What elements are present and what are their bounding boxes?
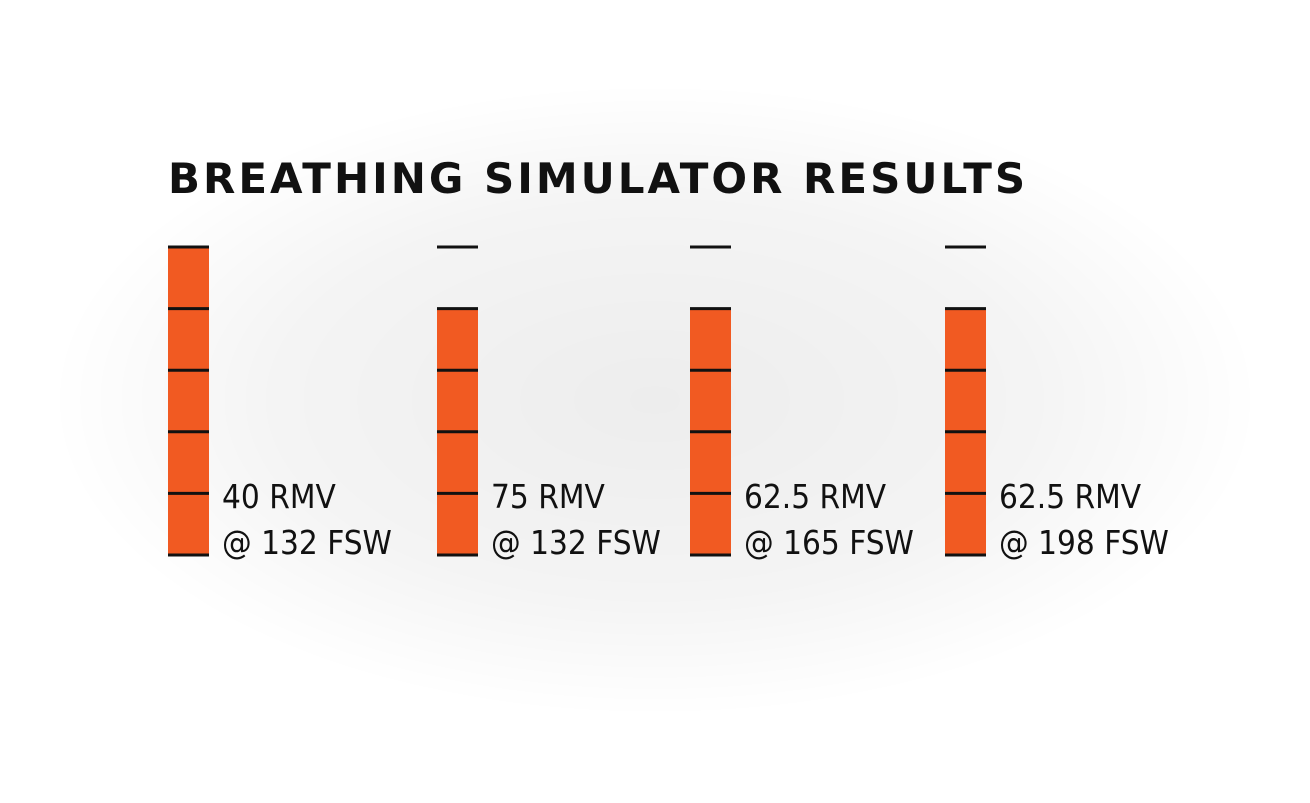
bar-group-1: 40 RMV @ 132 FSW bbox=[168, 245, 392, 562]
bar-3-label-line1: 62.5 RMV bbox=[744, 477, 887, 516]
bar-group-4: 62.5 RMV @ 198 FSW bbox=[945, 245, 1169, 562]
bar-4-label-line1: 62.5 RMV bbox=[999, 477, 1142, 516]
bar-group-3: 62.5 RMV @ 165 FSW bbox=[690, 245, 914, 562]
bar-3-label-line2: @ 165 FSW bbox=[744, 523, 914, 562]
bar-2-label-line1: 75 RMV bbox=[491, 477, 605, 516]
bars-layer: 40 RMV @ 132 FSW 75 RMV @ 132 FSW 62.5 RMV @ … bbox=[168, 245, 1169, 562]
bar-1 bbox=[168, 247, 209, 555]
chart-title: BREATHING SIMULATOR RESULTS bbox=[168, 154, 1029, 203]
bar-4-label-line2: @ 198 FSW bbox=[999, 523, 1169, 562]
bar-group-2: 75 RMV @ 132 FSW bbox=[437, 245, 661, 562]
bar-2-label-line2: @ 132 FSW bbox=[491, 523, 661, 562]
bar-1-label-line1: 40 RMV bbox=[222, 477, 336, 516]
bar-1-label-line2: @ 132 FSW bbox=[222, 523, 392, 562]
background-shadow bbox=[60, 90, 1250, 710]
